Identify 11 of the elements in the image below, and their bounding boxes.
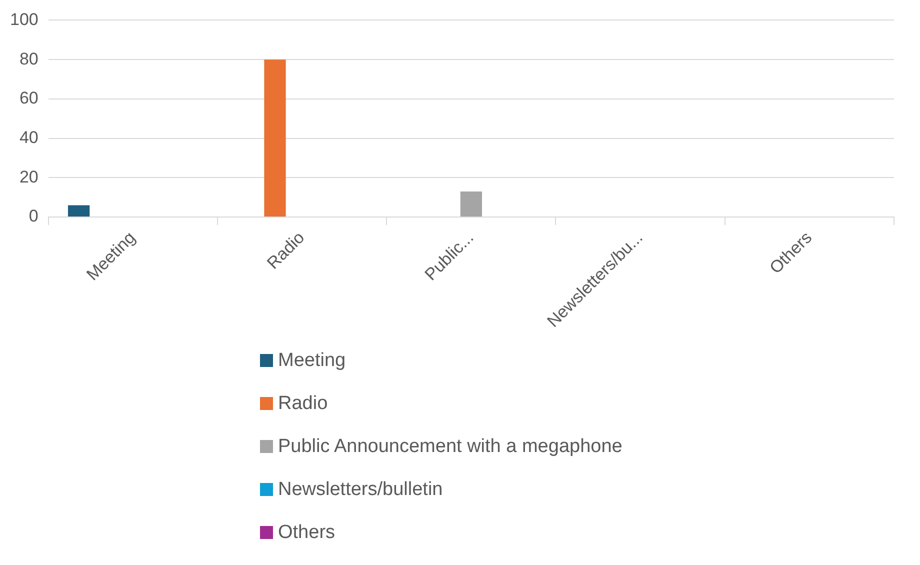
legend-label: Meeting (278, 350, 346, 372)
y-tick-label: 100 (10, 10, 38, 29)
y-tick-label: 40 (19, 128, 38, 147)
legend-label: Others (278, 522, 336, 544)
y-tick-label: 20 (19, 167, 38, 186)
legend-label: Public Announcement with a megaphone (278, 436, 622, 458)
y-tick-label: 80 (19, 49, 38, 68)
legend-label: Newsletters/bulletin (278, 478, 443, 500)
y-tick-label: 60 (19, 88, 38, 108)
legend-label: Radio (278, 392, 328, 414)
y-tick-label: 0 (28, 206, 38, 226)
